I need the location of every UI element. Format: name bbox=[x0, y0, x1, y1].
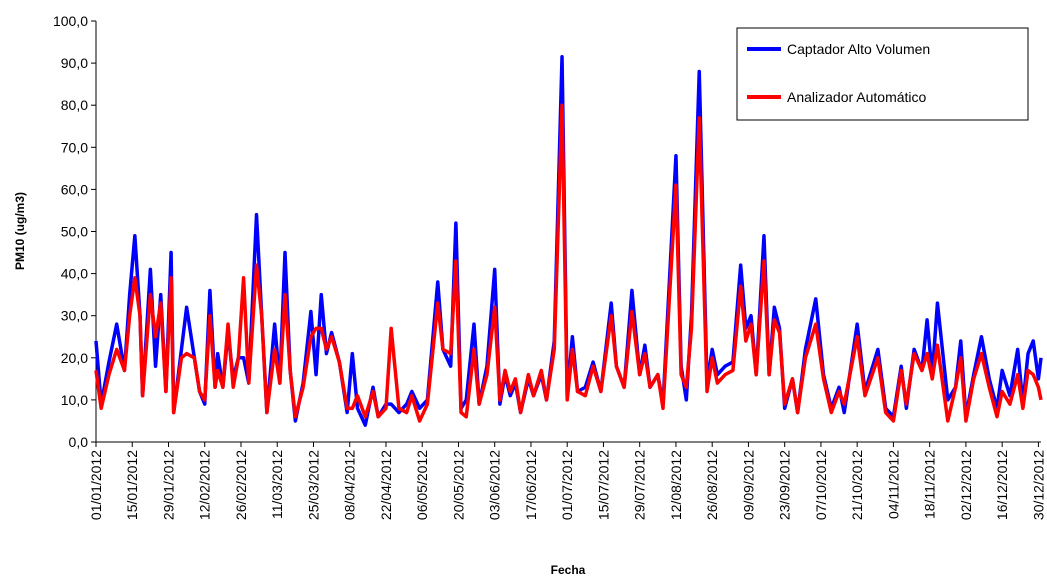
x-tick-label: 01/07/2012 bbox=[559, 450, 575, 520]
y-tick-label: 90,0 bbox=[61, 55, 88, 71]
x-axis-title: Fecha bbox=[551, 563, 586, 577]
x-tick-label: 03/06/2012 bbox=[487, 450, 503, 520]
x-tick-label: 26/08/2012 bbox=[704, 450, 720, 520]
x-tick-label: 02/12/2012 bbox=[958, 450, 974, 520]
y-tick-label: 70,0 bbox=[61, 139, 88, 155]
x-tick-label: 04/11/2012 bbox=[885, 450, 901, 519]
x-tick-label: 25/03/2012 bbox=[305, 450, 321, 520]
x-tick-label: 29/01/2012 bbox=[160, 450, 176, 520]
y-tick-label: 30,0 bbox=[61, 308, 88, 324]
legend-label: Analizador Automático bbox=[787, 89, 927, 105]
y-tick-label: 50,0 bbox=[61, 224, 88, 240]
x-tick-label: 20/05/2012 bbox=[450, 450, 466, 520]
x-tick-label: 09/09/2012 bbox=[740, 450, 756, 520]
x-tick-label: 17/06/2012 bbox=[523, 450, 539, 520]
x-tick-label: 15/07/2012 bbox=[595, 450, 611, 520]
x-tick-label: 06/05/2012 bbox=[414, 450, 430, 520]
legend-box bbox=[736, 27, 1029, 121]
x-tick-label: 01/01/2012 bbox=[88, 450, 104, 520]
y-tick-label: 40,0 bbox=[61, 266, 88, 282]
legend-label: Captador Alto Volumen bbox=[787, 41, 930, 57]
x-tick-label: 23/09/2012 bbox=[777, 450, 793, 520]
y-tick-label: 0,0 bbox=[69, 434, 89, 450]
y-tick-label: 60,0 bbox=[61, 181, 88, 197]
x-tick-label: 30/12/2012 bbox=[1030, 450, 1046, 520]
x-tick-label: 11/03/2012 bbox=[269, 450, 285, 519]
x-tick-label: 12/02/2012 bbox=[197, 450, 213, 520]
x-tick-label: 18/11/2012 bbox=[922, 450, 938, 519]
x-tick-label: 29/07/2012 bbox=[632, 450, 648, 520]
x-tick-label: 21/10/2012 bbox=[849, 450, 865, 520]
y-tick-label: 100,0 bbox=[53, 13, 88, 29]
y-tick-label: 10,0 bbox=[61, 392, 88, 408]
x-tick-label: 26/02/2012 bbox=[233, 450, 249, 520]
series-line bbox=[94, 103, 1043, 423]
x-tick-label: 15/01/2012 bbox=[124, 450, 140, 520]
y-axis-title: PM10 (ug/m3) bbox=[13, 192, 27, 270]
y-tick-label: 80,0 bbox=[61, 97, 88, 113]
x-tick-label: 07/10/2012 bbox=[813, 450, 829, 520]
x-tick-label: 16/12/2012 bbox=[994, 450, 1010, 520]
x-tick-label: 12/08/2012 bbox=[668, 450, 684, 520]
x-tick-label: 22/04/2012 bbox=[378, 450, 394, 520]
y-tick-label: 20,0 bbox=[61, 350, 88, 366]
x-tick-label: 08/04/2012 bbox=[342, 450, 358, 520]
